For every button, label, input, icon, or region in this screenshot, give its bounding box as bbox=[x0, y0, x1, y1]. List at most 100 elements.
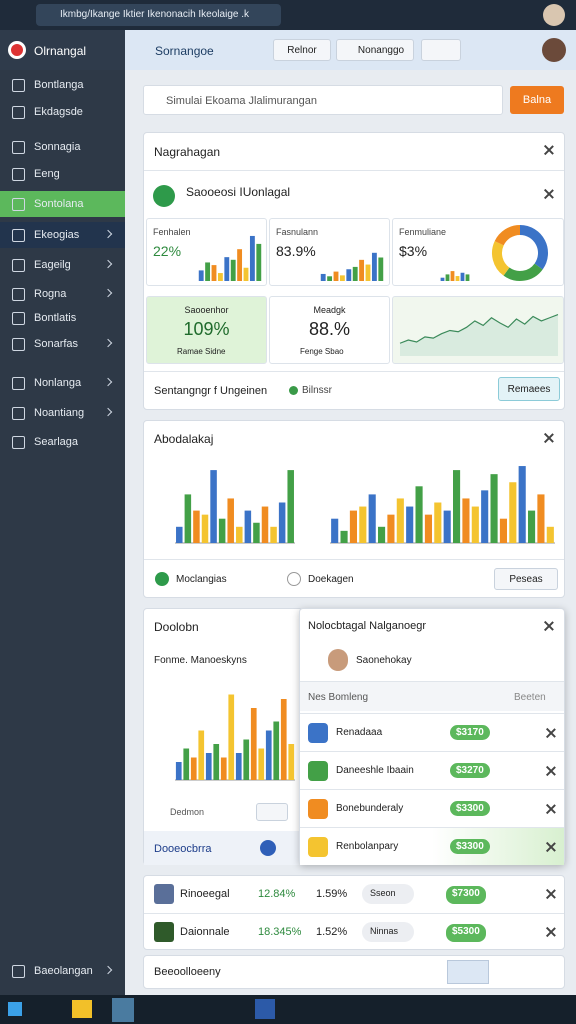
item-price: $3270 bbox=[450, 763, 490, 778]
row-icon bbox=[154, 884, 174, 904]
stat-card: Fasnulann 83.9% bbox=[269, 218, 390, 286]
nav-item[interactable]: Sonarfas bbox=[0, 331, 125, 357]
column-label: Nes Bomleng bbox=[308, 692, 369, 703]
item-price: $3300 bbox=[450, 801, 490, 816]
highlight-label: Saooenhor bbox=[184, 305, 229, 315]
highlight-label: Meadgk bbox=[313, 305, 346, 315]
divider bbox=[144, 371, 564, 372]
icon-button[interactable] bbox=[421, 39, 461, 61]
tab[interactable] bbox=[36, 4, 281, 26]
stat-label: Fasnulann bbox=[276, 227, 319, 237]
pill bbox=[362, 922, 414, 942]
remove-icon[interactable] bbox=[546, 728, 556, 738]
search-box[interactable]: Simulai Ekoama Jlalimurangan bbox=[143, 85, 503, 115]
row-value: 18.345% bbox=[258, 926, 302, 938]
avatar bbox=[328, 649, 348, 671]
panel-title: Abodalakaj bbox=[154, 432, 214, 446]
stat-label: Fenmuliane bbox=[399, 227, 447, 237]
stat-card: Fenhalen 22% bbox=[146, 218, 267, 286]
stat-value: $3% bbox=[399, 243, 428, 259]
amount: $7300 bbox=[446, 886, 486, 904]
start-button[interactable] bbox=[8, 1002, 22, 1016]
panel-title: Doolobn bbox=[154, 620, 199, 634]
divider bbox=[144, 559, 564, 560]
search-placeholder: Simulai Ekoama Jlalimurangan bbox=[166, 95, 318, 107]
list-item[interactable]: Bonebunderaly $3300 bbox=[300, 789, 564, 827]
nav-item[interactable]: Sontolana bbox=[0, 191, 125, 217]
app-icon[interactable] bbox=[112, 998, 134, 1022]
item-name: Bonebunderaly bbox=[336, 803, 404, 814]
subpanel-title: Saooeosi IUonlagal bbox=[186, 185, 291, 199]
avatar[interactable] bbox=[543, 4, 565, 26]
row-value: 1.59% bbox=[316, 888, 348, 900]
app-icon[interactable] bbox=[72, 1000, 92, 1018]
header-button[interactable]: Nonanggo bbox=[336, 39, 414, 61]
bottom-bar: Beeoolloeeny bbox=[143, 955, 565, 989]
highlight-note: Fenge Sbao bbox=[300, 347, 344, 356]
item-icon bbox=[308, 761, 328, 781]
stat-label: Fenhalen bbox=[153, 227, 191, 237]
pill bbox=[362, 884, 414, 904]
column-label: Beeten bbox=[514, 692, 546, 703]
row-value: 1.52% bbox=[316, 926, 348, 938]
remove-icon[interactable] bbox=[546, 889, 556, 899]
nav-item[interactable]: Ekdagsde bbox=[0, 99, 125, 125]
taskbar bbox=[0, 995, 576, 1024]
nav-item[interactable]: Noantiang bbox=[0, 400, 125, 426]
icon bbox=[287, 572, 301, 586]
search-button[interactable]: Balna bbox=[510, 86, 564, 114]
panel-button[interactable] bbox=[256, 803, 288, 821]
nav-item[interactable]: Bontlatis bbox=[0, 305, 125, 331]
nav-item[interactable]: Eageilg bbox=[0, 252, 125, 278]
footer-text: Dooeocbrra bbox=[154, 843, 212, 855]
nav-item[interactable]: Ekeogias bbox=[0, 222, 125, 248]
remove-icon[interactable] bbox=[546, 766, 556, 776]
panel-button[interactable]: Peseas bbox=[494, 568, 558, 590]
table-row: Rinoeegal 12.84% 1.59% Sseon $7300 bbox=[144, 876, 564, 913]
row-icon bbox=[154, 922, 174, 942]
trend-card bbox=[392, 296, 564, 364]
table-row: Daionnale 18.345% 1.52% Ninnas $5300 bbox=[144, 913, 564, 950]
close-icon[interactable] bbox=[544, 621, 554, 631]
item-name: Daneeshle Ibaain bbox=[336, 765, 414, 776]
row-value: 12.84% bbox=[258, 888, 296, 900]
view-toggle[interactable] bbox=[447, 960, 489, 984]
panel-title: Nolocbtagal Nalganoegr bbox=[308, 620, 427, 632]
stat-value: 83.9% bbox=[276, 243, 316, 259]
amount: $5300 bbox=[446, 924, 486, 942]
remove-icon[interactable] bbox=[546, 804, 556, 814]
status-button[interactable]: Remaees bbox=[498, 377, 560, 401]
item-price: $3170 bbox=[450, 725, 490, 740]
nav-item[interactable]: Rogna bbox=[0, 281, 125, 307]
list-item[interactable]: Renadaaa $3170 bbox=[300, 713, 564, 751]
panel: Doolobn Fonme. Manoeskyns Dedmon Dooeocb… bbox=[143, 608, 303, 865]
close-icon[interactable] bbox=[544, 433, 554, 443]
app-name: Olrnangal bbox=[34, 44, 87, 58]
section-title: Sornangoe bbox=[155, 44, 214, 58]
list-item[interactable]: Renbolanpary $3300 bbox=[300, 827, 564, 865]
status-text: Sentangngr f Ungeinen bbox=[154, 385, 268, 397]
dropdown-panel: Nolocbtagal Nalganoegr Saonehokay Nes Bo… bbox=[299, 608, 565, 865]
divider bbox=[144, 170, 564, 171]
header-button[interactable]: Relnor bbox=[273, 39, 331, 61]
nav-item[interactable]: Bontlanga bbox=[0, 72, 125, 98]
avatar[interactable] bbox=[542, 38, 566, 62]
list-item[interactable]: Daneeshle Ibaain $3270 bbox=[300, 751, 564, 789]
remove-icon[interactable] bbox=[546, 927, 556, 937]
close-icon[interactable] bbox=[544, 145, 554, 155]
highlight-note: Ramae Sidne bbox=[177, 347, 226, 356]
close-icon[interactable] bbox=[544, 189, 554, 199]
nav-item[interactable]: Sonnagia bbox=[0, 134, 125, 160]
list: Renadaaa $3170 Daneeshle Ibaain $3270 Bonebu… bbox=[300, 713, 564, 865]
nav-item[interactable]: Searlaga bbox=[0, 429, 125, 455]
status-dot bbox=[289, 386, 298, 395]
app-icon[interactable] bbox=[255, 999, 275, 1019]
footer-text: Moclangias bbox=[176, 574, 227, 585]
row-value: Sseon bbox=[370, 888, 396, 898]
nav-item[interactable]: Eeng bbox=[0, 161, 125, 187]
item-name: Renadaaa bbox=[336, 727, 383, 738]
nav-item[interactable]: Nonlanga bbox=[0, 370, 125, 396]
remove-icon[interactable] bbox=[546, 842, 556, 852]
sidebar-footer[interactable]: Baeolangan bbox=[0, 958, 125, 984]
